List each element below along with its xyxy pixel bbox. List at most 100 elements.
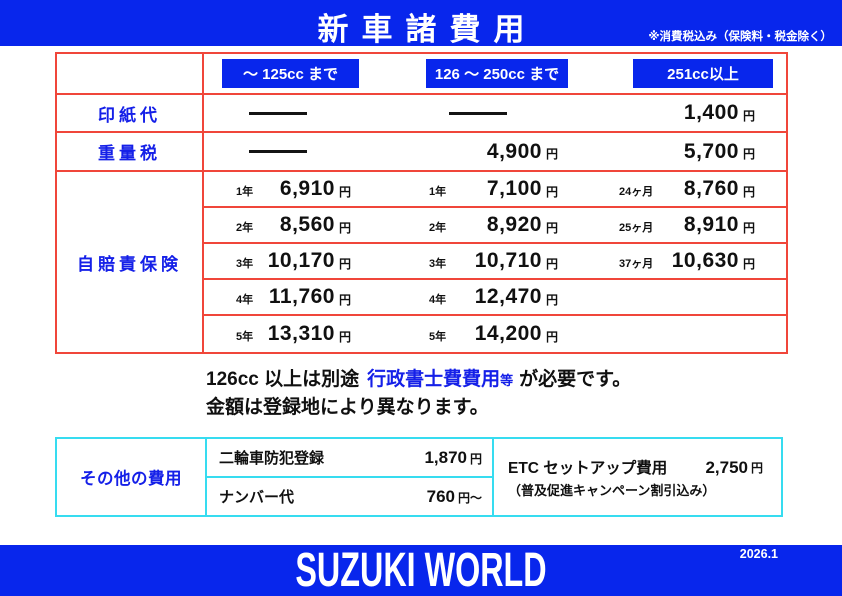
insurance-cell: 2年 8,560 円 xyxy=(204,208,397,242)
insurance-cell-empty xyxy=(593,280,786,314)
fee-value: 10,170 xyxy=(267,249,335,272)
column-header-251cc: 251cc以上 xyxy=(633,59,773,88)
other-fees-table: その他の費用 二輪車防犯登録 1,870 円 ナンバー代 760 円～ ETC … xyxy=(55,437,783,517)
table-row-insurance-2: 2年 8,560 円 2年 8,920 円 25ヶ月 8,910 円 xyxy=(204,208,786,244)
yen-unit: 円 xyxy=(742,220,755,235)
stamp-fee-cell-251cc: 1,400 円 xyxy=(593,95,786,131)
yen-unit: 円 xyxy=(338,220,351,235)
period-label: 24ヶ月 xyxy=(619,186,654,198)
weight-tax-cell-125cc xyxy=(204,133,397,170)
insurance-cell: 24ヶ月 8,760 円 xyxy=(593,172,786,206)
yen-unit: 円 xyxy=(545,184,558,199)
insurance-cell: 2年 8,920 円 xyxy=(397,208,593,242)
yen-unit: 円 xyxy=(742,256,755,271)
note-text: が必要です。 xyxy=(519,369,632,390)
insurance-cell: 3年 10,710 円 xyxy=(397,244,593,278)
fee-value: 8,760 xyxy=(683,177,739,200)
yen-unit: 円～ xyxy=(457,491,482,505)
insurance-cell: 1年 7,100 円 xyxy=(397,172,593,206)
fee-value: 8,910 xyxy=(683,213,739,236)
brand-logo-text: SUZUKI WORLD xyxy=(295,542,547,596)
header-band: 新車諸費用 ※消費税込み（保険料・税金除く） xyxy=(0,0,842,47)
period-label: 25ヶ月 xyxy=(619,222,654,234)
period-label: 37ヶ月 xyxy=(619,258,654,270)
insurance-cell: 4年 12,470 円 xyxy=(397,280,593,314)
table-row-insurance-4: 4年 11,760 円 4年 12,470 円 xyxy=(204,280,786,316)
insurance-cell-empty xyxy=(593,316,786,352)
table-row-insurance-5: 5年 13,310 円 5年 14,200 円 xyxy=(204,316,786,352)
yen-unit: 円 xyxy=(545,220,558,235)
yen-unit: 円 xyxy=(338,292,351,307)
yen-unit: 円 xyxy=(545,329,558,344)
yen-unit: 円 xyxy=(545,147,558,161)
note-line-1: 126cc 以上は別途 行政書士費費用等 が必要です。 xyxy=(206,366,631,394)
insurance-cell: 25ヶ月 8,910 円 xyxy=(593,208,786,242)
dash-placeholder xyxy=(248,150,307,153)
fee-value: 2,750 xyxy=(705,457,748,477)
insurance-cell: 37ヶ月 10,630 円 xyxy=(593,244,786,278)
row-label-weight-tax: 重量税 xyxy=(57,133,202,172)
other-fees-label: その他の費用 xyxy=(57,439,207,515)
fee-value: 10,710 xyxy=(474,249,542,272)
fee-value: 14,200 xyxy=(474,322,542,345)
tax-note: ※消費税込み（保険料・税金除く） xyxy=(648,31,832,43)
fee-table-label-column: 印紙代 重量税 自賠責保険 xyxy=(57,54,204,352)
note-line-2: 金額は登録地により異なります。 xyxy=(206,397,489,418)
fee-value: 7,100 xyxy=(486,177,542,200)
period-label: 4年 xyxy=(429,294,447,306)
note-text: 126cc 以上は別途 xyxy=(206,369,360,390)
weight-tax-cell-251cc: 5,700 円 xyxy=(593,133,786,170)
fee-value: 1,870 xyxy=(424,447,467,467)
note-highlight-small: 等 xyxy=(500,373,514,388)
yen-unit: 円 xyxy=(742,108,755,123)
period-label: 4年 xyxy=(236,294,254,306)
dash-placeholder xyxy=(448,111,507,115)
insurance-cell: 4年 11,760 円 xyxy=(204,280,397,314)
insurance-cell: 3年 10,170 円 xyxy=(204,244,397,278)
fee-name: ETC セットアップ費用 xyxy=(508,459,668,477)
table-row-insurance-3: 3年 10,170 円 3年 10,710 円 37ヶ月 10,630 円 xyxy=(204,244,786,280)
column-header-row: ～ 125cc まで 126 ～ 250cc まで 251cc以上 xyxy=(204,54,786,95)
fee-table: 印紙代 重量税 自賠責保険 ～ 125cc まで 126 ～ 250cc まで … xyxy=(55,52,788,354)
etc-campaign-note: （普及促進キャンペーン割引込み） xyxy=(508,482,716,498)
period-label: 3年 xyxy=(429,258,447,270)
insurance-cell: 1年 6,910 円 xyxy=(204,172,397,206)
fee-value: 5,700 xyxy=(683,139,739,163)
etc-fee-line: ETC セットアップ費用 2,750 円 xyxy=(508,456,763,478)
column-header-250cc: 126 ～ 250cc まで xyxy=(426,59,568,88)
period-label: 1年 xyxy=(236,186,254,198)
fee-value: 8,560 xyxy=(279,213,335,236)
stamp-fee-cell-250cc xyxy=(397,95,593,131)
yen-unit: 円 xyxy=(338,256,351,271)
column-header-125cc: ～ 125cc まで xyxy=(222,59,359,88)
period-label: 3年 xyxy=(236,258,254,270)
fee-value: 11,760 xyxy=(268,285,335,308)
fee-value: 1,400 xyxy=(683,101,739,124)
period-label: 1年 xyxy=(429,186,447,198)
stamp-fee-cell-125cc xyxy=(204,95,397,131)
yen-unit: 円 xyxy=(545,256,558,271)
fee-value: 760 xyxy=(426,486,455,506)
insurance-cell: 5年 13,310 円 xyxy=(204,316,397,352)
period-label: 5年 xyxy=(236,331,254,343)
issue-date: 2026.1 xyxy=(739,547,778,561)
footer-band: 2026.1 SUZUKI WORLD xyxy=(0,542,842,596)
yen-unit: 円 xyxy=(338,329,351,344)
yen-unit: 円 xyxy=(545,292,558,307)
other-fee-row-number-plate: ナンバー代 760 円～ xyxy=(207,478,492,515)
yen-unit: 円 xyxy=(750,461,763,475)
fee-value: 10,630 xyxy=(671,249,739,272)
yen-unit: 円 xyxy=(742,184,755,199)
weight-tax-cell-250cc: 4,900 円 xyxy=(397,133,593,170)
fee-table-data-area: ～ 125cc まで 126 ～ 250cc まで 251cc以上 1,400 … xyxy=(204,54,786,352)
empty-corner-cell xyxy=(57,54,202,95)
other-fees-items: 二輪車防犯登録 1,870 円 ナンバー代 760 円～ xyxy=(207,439,494,515)
note-highlight: 行政書士費費用 xyxy=(367,369,501,390)
row-label-liability-insurance: 自賠責保険 xyxy=(77,254,182,274)
other-fee-row-theft-registration: 二輪車防犯登録 1,870 円 xyxy=(207,439,492,478)
table-row-weight-tax: 4,900 円 5,700 円 xyxy=(204,133,786,172)
table-row-insurance-1: 1年 6,910 円 1年 7,100 円 24ヶ月 8,760 円 xyxy=(204,172,786,208)
fee-name: ナンバー代 xyxy=(219,489,295,506)
fee-value: 4,900 xyxy=(486,139,542,163)
